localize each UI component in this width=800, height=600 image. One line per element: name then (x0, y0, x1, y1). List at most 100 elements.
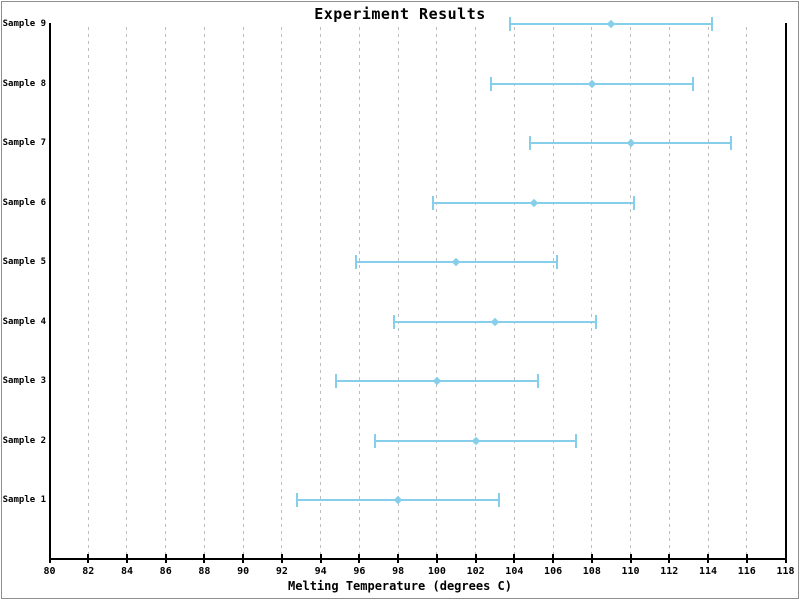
error-bar-cap-right (575, 433, 578, 448)
gridline-x-114 (707, 27, 709, 559)
x-tick-mark (435, 554, 438, 563)
x-tick-mark (358, 554, 361, 563)
gridline-x-98 (397, 27, 399, 559)
error-bar-cap-right (691, 76, 694, 91)
y-tick-label: Sample 9 (2, 19, 46, 29)
y-tick-label: Sample 8 (2, 78, 46, 89)
y-tick-label: Sample 4 (2, 316, 46, 327)
gridline-x-96 (358, 27, 360, 559)
error-bar-cap-right (555, 255, 558, 269)
x-tick-mark (745, 554, 748, 563)
error-bar-cap-left (431, 195, 434, 210)
x-tick-mark (668, 554, 671, 563)
error-bar-cap-right (710, 17, 713, 31)
x-tick-mark (397, 554, 400, 563)
gridline-x-86 (165, 27, 167, 559)
x-tick-mark (280, 554, 283, 563)
x-tick-mark (474, 554, 477, 563)
data-point-marker (490, 317, 500, 326)
x-tick-label: 118 (776, 566, 795, 577)
gridline-x-116 (746, 27, 748, 559)
error-bar-cap-right (730, 136, 733, 150)
x-tick-mark (629, 554, 632, 563)
gridline-x-88 (203, 27, 205, 559)
x-tick-mark (87, 554, 90, 563)
gridline-x-84 (126, 27, 128, 559)
error-bar-cap-right (536, 374, 539, 388)
gridline-x-92 (281, 27, 283, 559)
data-point-marker (587, 79, 597, 88)
x-axis-title: Melting Temperature (degrees C) (288, 579, 512, 593)
x-tick-label: 82 (82, 566, 95, 577)
error-bar-cap-left (393, 314, 396, 329)
gridline-x-112 (668, 27, 670, 559)
y-tick-label: Sample 3 (2, 376, 46, 386)
x-tick-mark (242, 554, 245, 563)
x-tick-label: 114 (698, 566, 718, 577)
gridline-x-106 (552, 27, 554, 559)
x-tick-mark (48, 554, 51, 563)
x-tick-label: 86 (159, 566, 172, 577)
y-tick-label: Sample 5 (2, 257, 46, 267)
x-tick-label: 102 (466, 566, 485, 577)
x-axis-line (49, 557, 787, 560)
x-tick-mark (125, 554, 128, 563)
x-tick-label: 90 (237, 566, 250, 577)
x-tick-label: 112 (660, 566, 679, 577)
error-bar-cap-left (354, 255, 357, 269)
x-tick-label: 108 (582, 566, 601, 577)
x-tick-label: 116 (737, 566, 756, 577)
x-tick-label: 84 (120, 566, 133, 577)
gridline-x-104 (513, 27, 515, 559)
gridline-x-110 (630, 27, 632, 559)
data-point-marker (393, 495, 403, 505)
y-tick-label: Sample 7 (2, 138, 46, 148)
x-tick-label: 106 (544, 566, 563, 577)
x-tick-label: 104 (505, 566, 524, 577)
data-point-marker (432, 376, 442, 386)
error-bar-cap-left (335, 374, 338, 388)
y-axis-left-spine (49, 23, 51, 559)
y-tick-label: Sample 1 (2, 495, 46, 505)
error-bar-cap-right (633, 195, 636, 210)
error-bar-cap-left (373, 433, 376, 448)
error-bar-cap-left (296, 493, 299, 507)
x-tick-label: 100 (427, 566, 446, 577)
y-tick-label: Sample 2 (2, 435, 46, 446)
error-bar-cap-left (528, 136, 531, 150)
data-point-marker (529, 198, 538, 207)
x-tick-label: 96 (353, 566, 366, 577)
gridline-x-94 (320, 27, 322, 559)
data-point-marker (451, 257, 461, 267)
x-tick-mark (707, 554, 710, 563)
chart-title: Experiment Results (314, 5, 486, 23)
x-tick-mark (552, 554, 555, 563)
y-tick-label: Sample 6 (2, 197, 46, 208)
x-tick-mark (164, 554, 167, 563)
gridline-x-108 (591, 27, 593, 559)
x-tick-label: 92 (275, 566, 288, 577)
x-tick-label: 80 (43, 566, 56, 577)
gridline-x-102 (475, 27, 477, 559)
y-axis-right-spine (784, 23, 787, 559)
x-tick-mark (784, 554, 787, 563)
x-tick-mark (513, 554, 516, 563)
error-bar-cap-right (497, 493, 500, 507)
x-tick-label: 88 (198, 566, 211, 577)
x-tick-mark (590, 554, 593, 563)
x-tick-label: 94 (314, 566, 327, 577)
x-tick-label: 110 (621, 566, 640, 577)
error-bar-cap-left (509, 17, 512, 31)
data-point-marker (626, 138, 635, 148)
gridline-x-100 (436, 27, 438, 559)
data-point-marker (471, 436, 480, 445)
gridline-x-82 (87, 27, 89, 559)
x-tick-mark (203, 554, 206, 563)
error-bar-cap-left (490, 76, 493, 91)
x-tick-label: 98 (392, 566, 405, 577)
gridline-x-90 (242, 27, 244, 559)
error-bar-cap-right (594, 314, 597, 329)
x-tick-mark (319, 554, 322, 563)
